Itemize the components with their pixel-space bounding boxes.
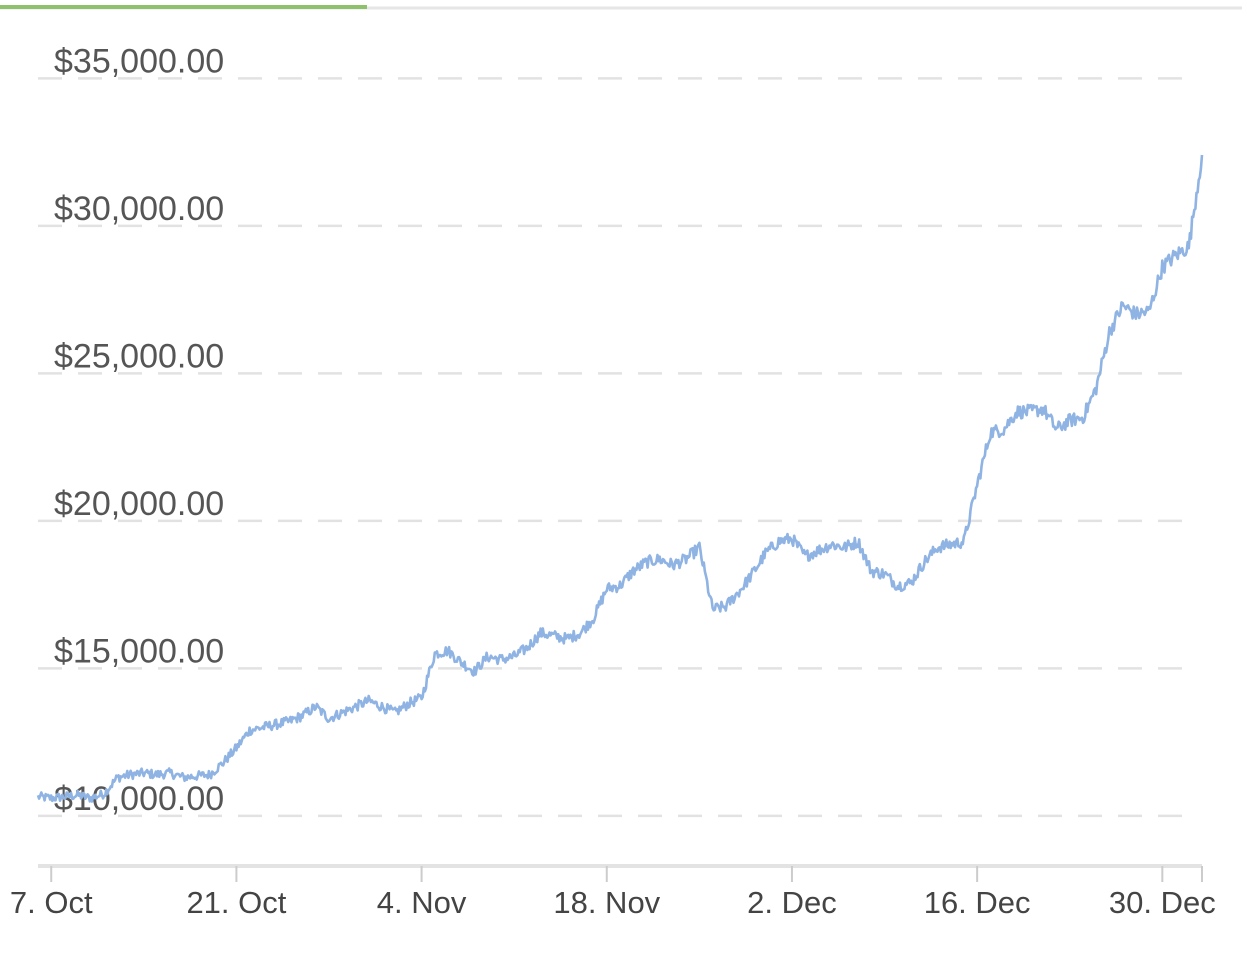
series-line [36,154,1204,803]
y-axis-tick-labels: $10,000.00 $15,000.00 $20,000.00 $25,000.00… [54,42,224,818]
x-tick-label: 4. Nov [377,885,467,920]
y-tick-label: $10,000.00 [54,780,224,818]
y-tick-label: $25,000.00 [54,337,224,375]
y-tick-label: $30,000.00 [54,190,224,228]
x-tick-label: 16. Dec [924,885,1031,920]
y-tick-label: $20,000.00 [54,485,224,523]
gridlines [38,77,1198,818]
x-tick-label: 18. Nov [553,885,660,920]
series-layer [36,154,1204,803]
x-tick-label: 21. Oct [186,885,286,920]
y-tick-label: $15,000.00 [54,632,224,670]
y-tick-label: $35,000.00 [54,42,224,80]
x-axis: 7. Oct 21. Oct 4. Nov 18. Nov 2. Dec 16. Dec 3… [10,864,1216,920]
x-tick-label: 2. Dec [747,885,837,920]
x-tick-label: 7. Oct [10,885,93,920]
x-tick-label: 30. Dec [1109,885,1216,920]
active-tab-indicator[interactable] [0,5,367,9]
